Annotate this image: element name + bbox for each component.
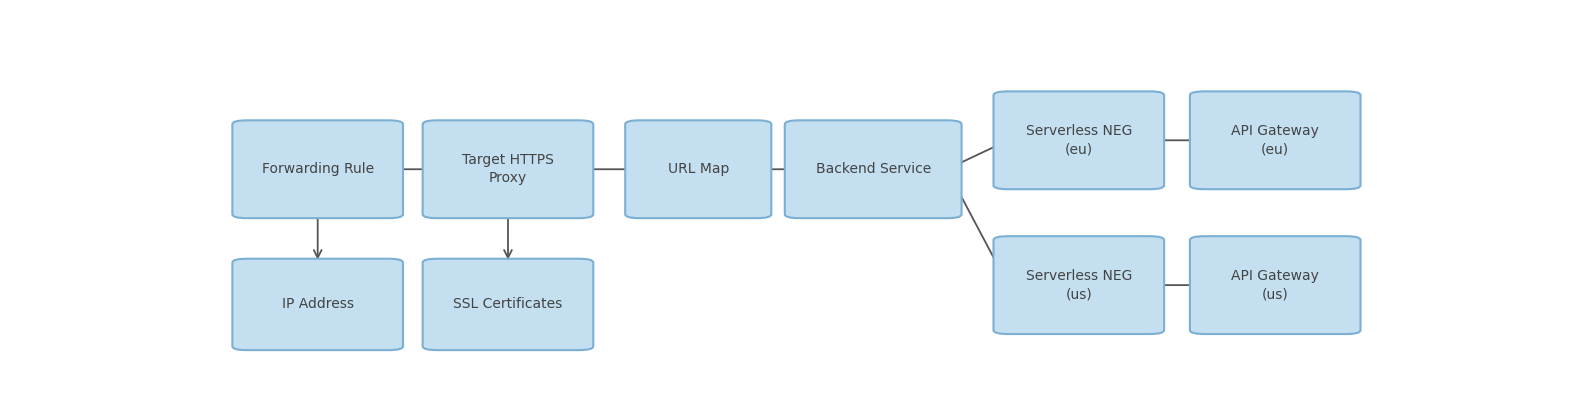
- FancyBboxPatch shape: [423, 120, 594, 218]
- Text: URL Map: URL Map: [667, 162, 729, 176]
- Text: API Gateway
(eu): API Gateway (eu): [1231, 124, 1319, 156]
- Text: Target HTTPS
Proxy: Target HTTPS Proxy: [463, 153, 554, 186]
- FancyBboxPatch shape: [993, 92, 1164, 189]
- Text: IP Address: IP Address: [282, 298, 353, 311]
- FancyBboxPatch shape: [233, 259, 402, 350]
- Text: SSL Certificates: SSL Certificates: [453, 298, 562, 311]
- FancyBboxPatch shape: [784, 120, 961, 218]
- FancyBboxPatch shape: [1190, 92, 1361, 189]
- FancyBboxPatch shape: [423, 259, 594, 350]
- FancyBboxPatch shape: [233, 120, 402, 218]
- FancyBboxPatch shape: [626, 120, 771, 218]
- FancyBboxPatch shape: [1190, 236, 1361, 334]
- Text: Backend Service: Backend Service: [816, 162, 931, 176]
- Text: Serverless NEG
(us): Serverless NEG (us): [1025, 269, 1133, 301]
- Text: Serverless NEG
(eu): Serverless NEG (eu): [1025, 124, 1133, 156]
- FancyBboxPatch shape: [993, 236, 1164, 334]
- Text: Forwarding Rule: Forwarding Rule: [261, 162, 374, 176]
- Text: API Gateway
(us): API Gateway (us): [1231, 269, 1319, 301]
